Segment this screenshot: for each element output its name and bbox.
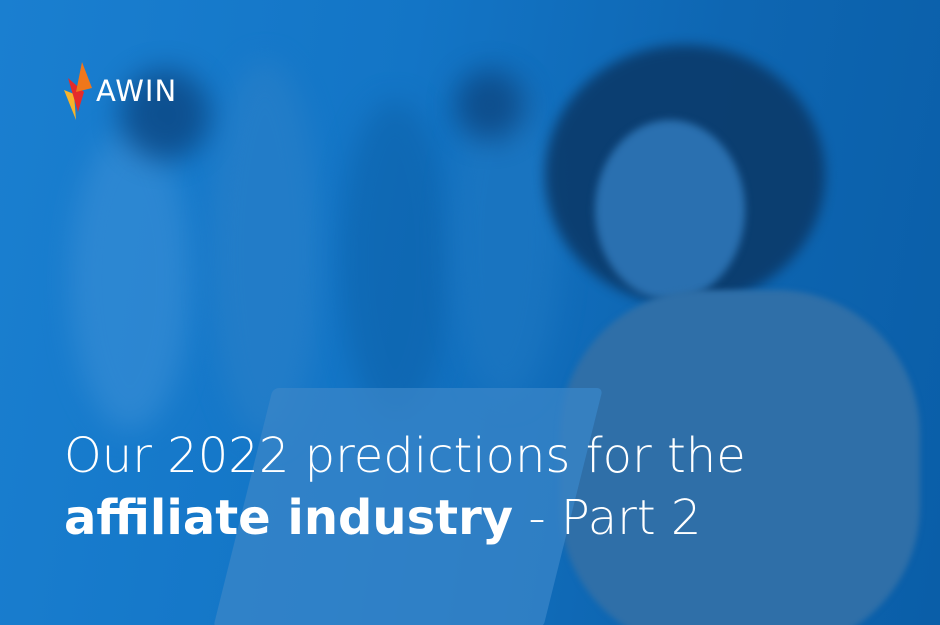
headline-line1: Our 2022 predictions for the bbox=[64, 428, 746, 484]
headline-part: - Part 2 bbox=[513, 490, 702, 546]
logo-text: AWIN bbox=[96, 74, 178, 108]
headline-bold: affiliate industry bbox=[64, 490, 514, 546]
headline-line2: affiliate industry - Part 2 bbox=[64, 487, 746, 549]
awin-logo: AWIN bbox=[62, 62, 177, 120]
awin-flame-icon bbox=[64, 62, 92, 120]
headline: Our 2022 predictions for the affiliate i… bbox=[64, 425, 746, 549]
